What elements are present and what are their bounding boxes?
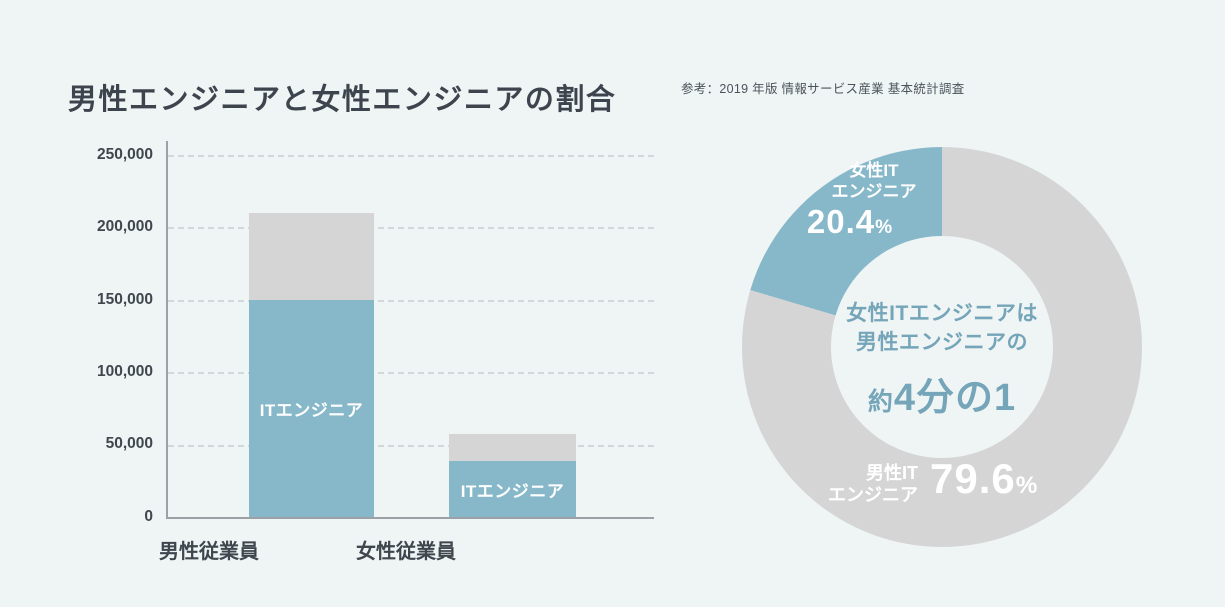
y-axis-tick: 200,000 [96,218,153,235]
percent-sign: % [875,217,894,238]
female-slice-label-line2: エンジニア [831,182,917,201]
male-slice-label: 男性IT エンジニア [762,463,918,506]
female-slice-label: 女性IT エンジニア [794,160,954,202]
gridline [168,445,654,447]
bar-female-it-segment: ITエンジニア [449,461,576,517]
bar-segment-label: ITエンジニア [259,401,364,420]
page-title: 男性エンジニアと女性エンジニアの割合 [68,84,617,117]
gridline [168,227,654,229]
center-text-approx: 約 [867,388,894,416]
x-axis-label-female: 女性従業員 [356,541,456,563]
center-text-fraction: 約4分の1 [792,366,1092,421]
male-percent-value: 79.6 [930,455,1016,502]
y-axis-tick: 50,000 [105,435,153,452]
gridline [168,372,654,374]
female-slice-label-line1: 女性IT [849,161,899,180]
female-slice-percent: 20.4% [770,203,930,241]
center-text-line1: 女性ITエンジニアは [846,302,1038,325]
male-slice-label-line1: 男性IT [866,463,918,483]
x-axis-label-male: 男性従業員 [159,541,259,563]
center-text-big: 4分の1 [893,377,1017,419]
y-axis-tick: 150,000 [96,291,153,308]
donut-center-text: 女性ITエンジニアは 男性エンジニアの 約4分の1 [792,299,1092,421]
bar-segment-label: ITエンジニア [460,481,565,501]
center-text-line2: 男性エンジニアの [856,331,1028,354]
employees-bar-chart: 250,000 200,000 150,000 100,000 50,000 0… [65,141,665,581]
gridline [168,155,654,157]
donut-hole [831,236,1053,458]
male-slice-percent: 79.6% [930,455,1038,503]
source-reference-text: 参考：2019 年版 情報サービス産業 基本統計調査 [681,82,965,96]
gridline [168,300,654,302]
female-percent-value: 20.4 [806,203,876,240]
it-engineer-gender-donut: 女性IT エンジニア 20.4% 女性ITエンジニアは 男性エンジニアの 約4分… [742,147,1142,547]
male-slice-label-line2: エンジニア [828,484,918,505]
y-axis-tick: 100,000 [96,363,153,380]
y-axis-tick: 250,000 [96,146,153,163]
bar-male-it-segment: ITエンジニア [249,300,374,517]
percent-sign: % [1015,472,1039,499]
y-axis-tick: 0 [144,508,153,525]
plot-area: ITエンジニア ITエンジニア [166,141,654,519]
